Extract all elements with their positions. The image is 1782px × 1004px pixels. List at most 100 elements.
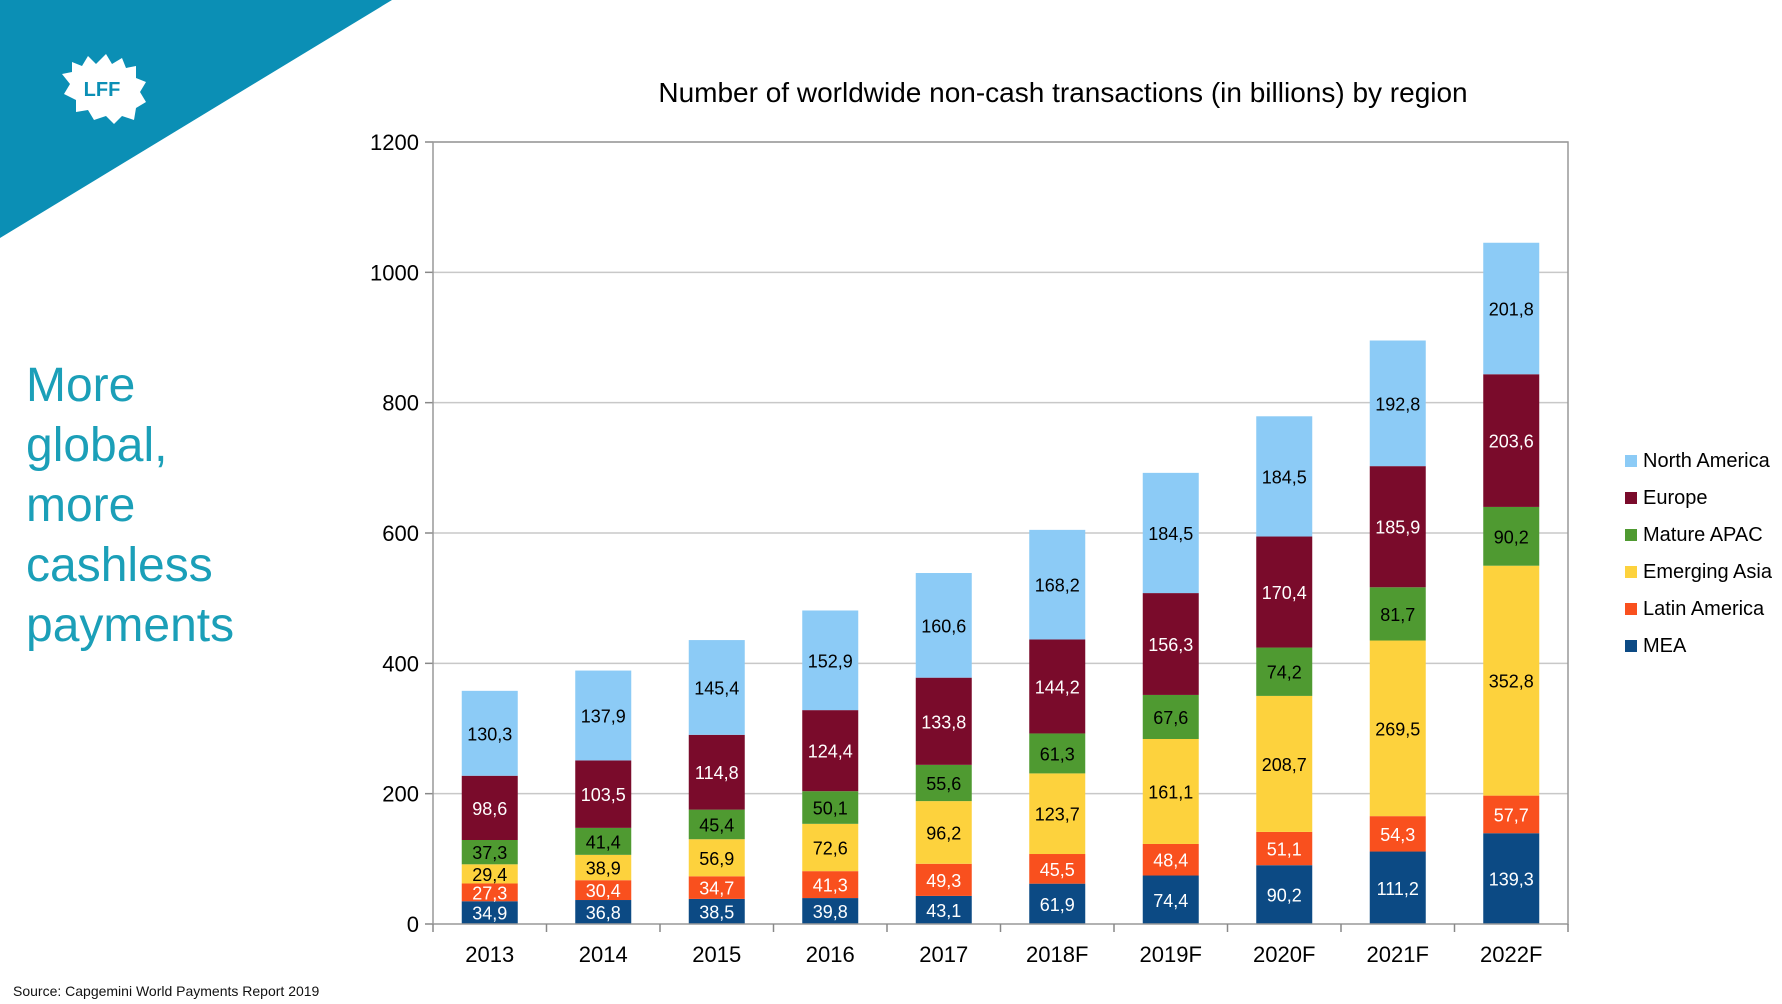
bar-segment (915, 573, 972, 678)
bar-segment (575, 900, 632, 924)
bar-segment (575, 854, 632, 881)
bar-segment (1142, 875, 1199, 924)
legend-label: Europe (1643, 487, 1708, 509)
bar-segment (1483, 795, 1540, 834)
x-tick-label: 2021F (1367, 942, 1429, 967)
legend-label: Mature APAC (1643, 524, 1763, 546)
bar-segment (1029, 883, 1086, 924)
bar-segment (575, 670, 632, 761)
legend-label: MEA (1643, 635, 1687, 657)
headline-line: payments (26, 599, 235, 652)
data-label: 36,8 (586, 903, 621, 923)
bar-segment (461, 883, 518, 902)
bar-segment (1483, 242, 1540, 375)
data-label: 74,2 (1267, 663, 1302, 683)
data-label: 124,4 (808, 742, 853, 762)
data-label: 130,3 (467, 724, 512, 744)
bar-segment (1256, 865, 1313, 924)
headline-line: more (26, 479, 136, 532)
x-tick-label: 2018F (1026, 942, 1088, 967)
bar-segment (1483, 374, 1540, 507)
bar-segment (1142, 593, 1199, 695)
bar-segment (688, 876, 745, 899)
bar-segment (1029, 733, 1086, 774)
bar-segment (802, 610, 859, 711)
y-tick-label: 0 (407, 912, 419, 937)
bar-segment (915, 677, 972, 765)
bar-segment (688, 809, 745, 840)
data-label: 49,3 (926, 871, 961, 891)
legend-swatch (1625, 455, 1637, 467)
data-label: 137,9 (581, 706, 626, 726)
y-tick-label: 400 (382, 651, 419, 676)
y-tick-label: 1000 (370, 260, 419, 285)
data-label: 55,6 (926, 774, 961, 794)
bar-segment (1256, 647, 1313, 696)
y-tick-label: 200 (382, 782, 419, 807)
data-label: 352,8 (1489, 672, 1534, 692)
data-label: 67,6 (1153, 708, 1188, 728)
data-label: 192,8 (1375, 394, 1420, 414)
bar-segment (1369, 587, 1426, 641)
data-label: 39,8 (813, 902, 848, 922)
bar-segment (1369, 466, 1426, 588)
data-label: 161,1 (1148, 782, 1193, 802)
bar-segment (461, 690, 518, 776)
headline-line: cashless (26, 539, 213, 592)
data-label: 201,8 (1489, 300, 1534, 320)
y-tick-label: 800 (382, 391, 419, 416)
data-label: 168,2 (1035, 576, 1080, 596)
headline-line: More (26, 359, 136, 412)
data-label: 133,8 (921, 712, 966, 732)
data-label: 61,3 (1040, 744, 1075, 764)
bar-segment (1029, 854, 1086, 884)
bar-segment (915, 801, 972, 864)
bar-segment (1369, 340, 1426, 467)
data-label: 123,7 (1035, 805, 1080, 825)
data-label: 90,2 (1267, 886, 1302, 906)
headline: More global, more cashless payments (26, 356, 326, 656)
data-label: 34,7 (699, 879, 734, 899)
bar-segment (1369, 640, 1426, 817)
bar-segment (461, 840, 518, 865)
bar-segment (688, 734, 745, 810)
corner-decoration (0, 0, 392, 238)
data-label: 41,4 (586, 832, 621, 852)
legend-swatch (1625, 566, 1637, 578)
data-label: 152,9 (808, 651, 853, 671)
bar-segment (1256, 695, 1313, 832)
bar-segment (1483, 506, 1540, 566)
bar-segment (1029, 773, 1086, 855)
x-tick-label: 2017 (919, 942, 968, 967)
bar-segment (915, 764, 972, 802)
data-label: 90,2 (1494, 527, 1529, 547)
data-label: 156,3 (1148, 635, 1193, 655)
bar-segment (688, 839, 745, 877)
data-label: 57,7 (1494, 805, 1529, 825)
data-label: 160,6 (921, 616, 966, 636)
bar-segment (1029, 529, 1086, 640)
bar-segment (802, 791, 859, 824)
data-label: 98,6 (472, 799, 507, 819)
bars: 34,927,329,437,3 98,6 130,3 36,830,438,9 41,… (461, 242, 1540, 924)
bar-segment (802, 710, 859, 792)
data-label: 54,3 (1380, 825, 1415, 845)
bar-segment (1256, 416, 1313, 537)
data-label: 61,9 (1040, 895, 1075, 915)
data-label: 74,4 (1153, 891, 1188, 911)
data-label: 203,6 (1489, 432, 1534, 452)
data-label: 27,3 (472, 883, 507, 903)
x-tick-label: 2020F (1253, 942, 1315, 967)
bar-segment (802, 871, 859, 899)
x-tick-label: 2015 (692, 942, 741, 967)
data-label: 145,4 (694, 678, 739, 698)
data-label: 38,9 (586, 859, 621, 879)
bar-segment (461, 864, 518, 884)
data-label: 29,4 (472, 865, 507, 885)
bar-segment (1483, 565, 1540, 796)
legend-swatch (1625, 640, 1637, 652)
x-tick-label: 2014 (579, 942, 628, 967)
bar-segment (1369, 851, 1426, 924)
bar-segment (575, 880, 632, 901)
data-label: 81,7 (1380, 605, 1415, 625)
